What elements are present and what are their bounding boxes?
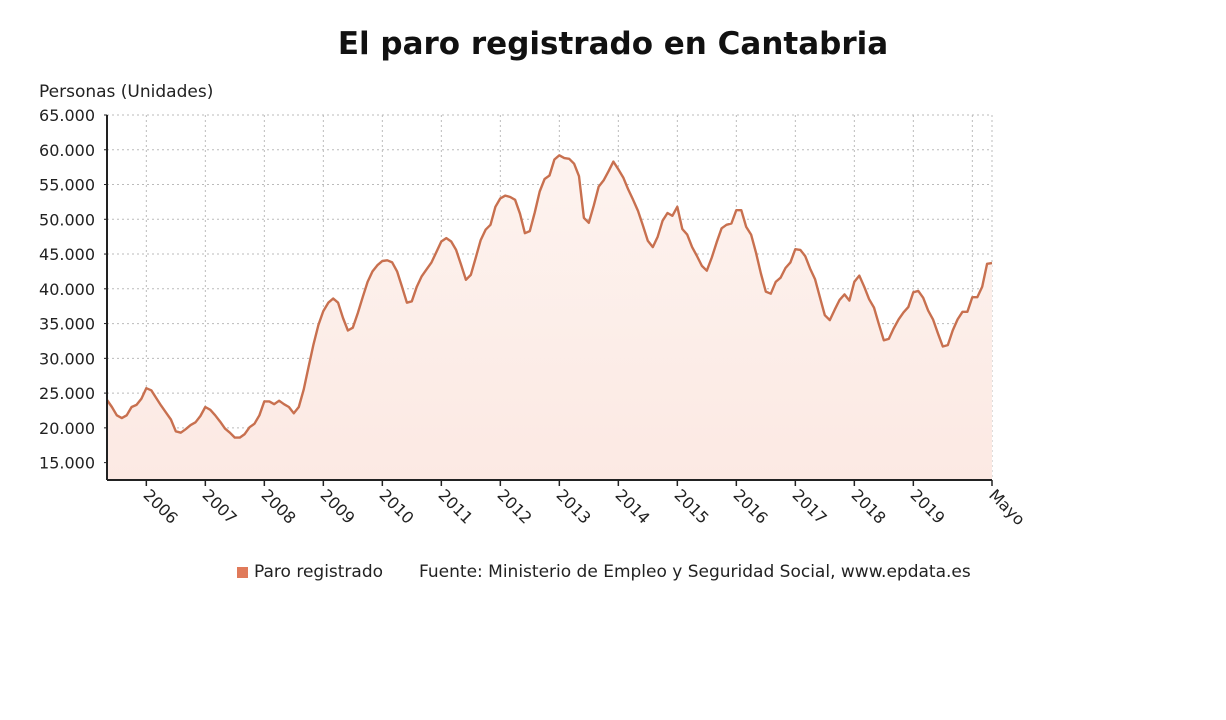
legend-swatch [237,566,248,578]
x-tick-label: 2011 [435,485,477,527]
x-tick-label: 2008 [258,485,300,527]
y-tick-label: 50.000 [39,210,95,229]
y-tick-label: 45.000 [39,245,95,264]
legend-label: Paro registrado [254,562,384,582]
source-note: Fuente: Ministerio de Empleo y Seguridad… [419,562,971,582]
series-line-paro-registrado [106,154,993,439]
x-tick-label: 2015 [671,485,713,527]
y-tick-label: 35.000 [39,315,95,334]
y-tick-label: 25.000 [39,384,95,403]
y-tick-label: 20.000 [39,419,95,438]
x-tick-label: 2012 [494,485,536,527]
x-tick-label: 2006 [140,485,182,527]
axes [104,114,993,486]
y-tick-label: 30.000 [39,349,95,368]
y-tick-label: 65.000 [39,106,95,125]
y-tick-label: 60.000 [39,141,95,160]
chart-title: El paro registrado en Cantabria [337,26,889,62]
x-tick-label: 2019 [907,485,949,527]
x-tick-label: 2007 [199,485,241,527]
legend: Paro registrado Fuente: Ministerio de Em… [237,562,971,582]
x-tick-label: 2010 [376,485,418,527]
x-tick-label: 2013 [553,485,595,527]
y-ticks: 15.000 20.000 25.000 30.000 35.000 40.000 45.0… [39,106,95,473]
x-tick-label: 2009 [317,485,359,527]
series-area-fill [107,155,992,481]
x-tick-label: 2018 [848,485,890,527]
x-ticks: 2006 2007 2008 2009 2010 2011 2012 2013 2014 2015… [140,485,1029,529]
y-tick-label: 40.000 [39,280,95,299]
x-tick-label: 2016 [730,485,772,527]
y-axis-label: Personas (Unidades) [39,82,213,102]
y-tick-label: 15.000 [39,454,95,473]
x-tick-label: 2017 [789,485,831,527]
x-tick-label: Mayo [985,485,1029,529]
x-tick-label: 2014 [612,485,654,527]
area-layer [106,154,993,481]
y-tick-label: 55.000 [39,176,95,195]
